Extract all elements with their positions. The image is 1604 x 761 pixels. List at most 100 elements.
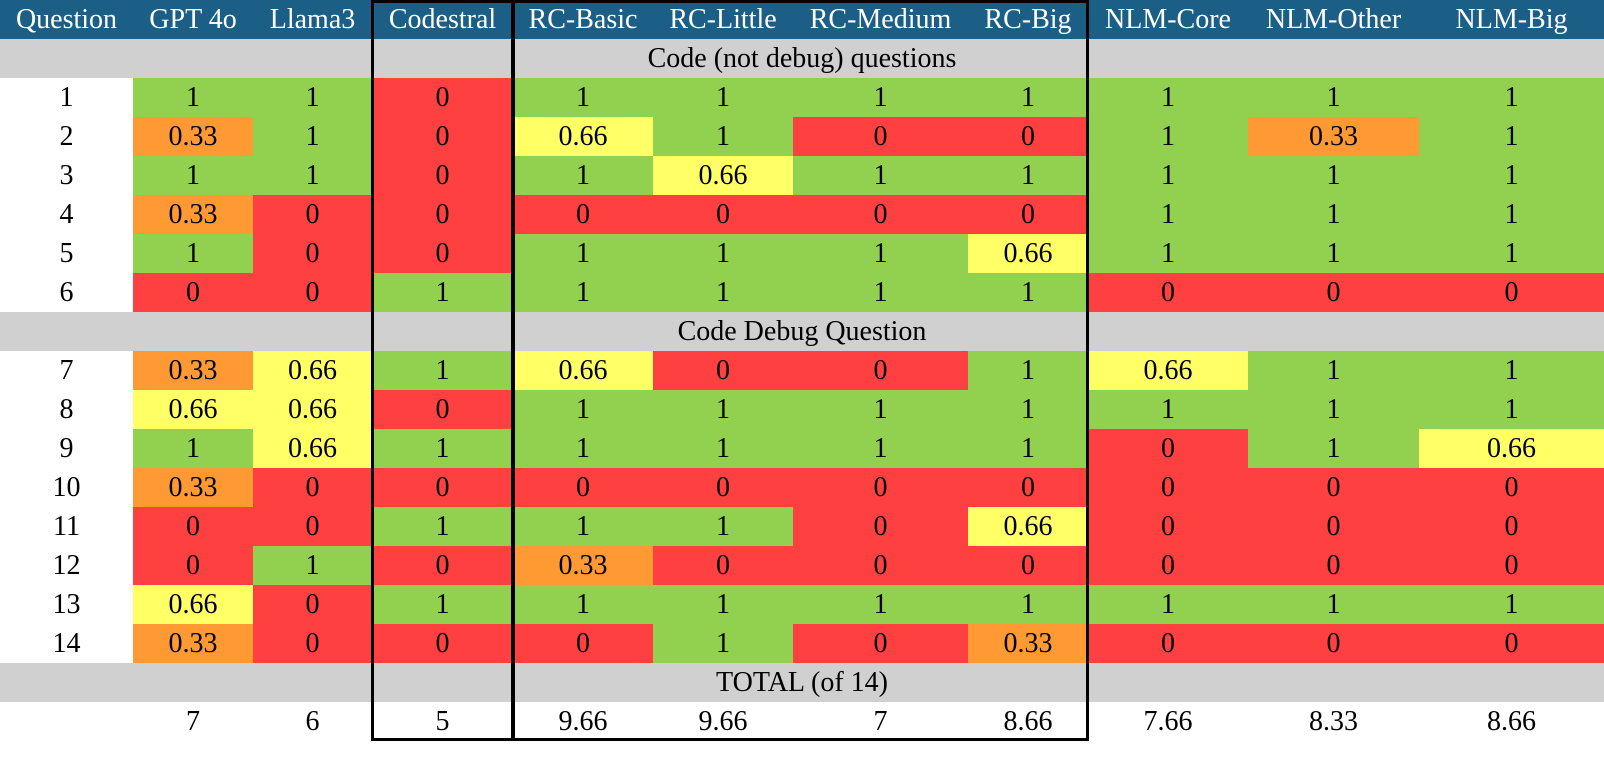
question-number: 10 xyxy=(0,468,133,507)
score-cell: 0 xyxy=(372,546,513,585)
score-cell: 1 xyxy=(253,117,372,156)
score-cell: 0 xyxy=(253,624,372,663)
total-label-cell xyxy=(0,702,133,741)
question-number: 11 xyxy=(0,507,133,546)
question-number: 2 xyxy=(0,117,133,156)
question-number: 12 xyxy=(0,546,133,585)
score-cell: 0.33 xyxy=(133,195,253,234)
score-cell: 1 xyxy=(793,585,968,624)
score-cell: 1 xyxy=(513,390,653,429)
score-cell: 0 xyxy=(513,624,653,663)
total-value: 5 xyxy=(372,702,513,741)
score-cell: 0 xyxy=(653,195,793,234)
column-header: NLM-Other xyxy=(1248,0,1419,39)
score-cell: 0 xyxy=(1248,468,1419,507)
score-cell: 0 xyxy=(1088,507,1248,546)
total-value: 6 xyxy=(253,702,372,741)
score-cell: 0 xyxy=(372,195,513,234)
score-cell: 1 xyxy=(968,429,1088,468)
column-header: Llama3 xyxy=(253,0,372,39)
score-cell: 1 xyxy=(968,273,1088,312)
score-cell: 1 xyxy=(513,156,653,195)
score-cell: 0 xyxy=(653,468,793,507)
question-number: 13 xyxy=(0,585,133,624)
score-cell: 1 xyxy=(513,585,653,624)
score-cell: 0 xyxy=(793,507,968,546)
score-cell: 0 xyxy=(1419,273,1604,312)
score-cell: 0 xyxy=(653,546,793,585)
score-cell: 0 xyxy=(793,546,968,585)
score-cell: 1 xyxy=(513,507,653,546)
section-title: Code (not debug) questions xyxy=(0,39,1604,78)
question-number: 4 xyxy=(0,195,133,234)
score-cell: 1 xyxy=(653,78,793,117)
total-value: 9.66 xyxy=(653,702,793,741)
score-cell: 1 xyxy=(133,156,253,195)
score-cell: 1 xyxy=(1248,351,1419,390)
score-cell: 1 xyxy=(372,273,513,312)
score-cell: 1 xyxy=(1248,78,1419,117)
score-cell: 0.33 xyxy=(133,468,253,507)
score-cell: 0.66 xyxy=(133,585,253,624)
score-cell: 0.66 xyxy=(653,156,793,195)
score-cell: 0 xyxy=(513,468,653,507)
score-cell: 1 xyxy=(372,585,513,624)
score-cell: 0 xyxy=(1248,546,1419,585)
score-cell: 1 xyxy=(968,351,1088,390)
score-cell: 1 xyxy=(1419,351,1604,390)
score-cell: 0.66 xyxy=(1088,351,1248,390)
score-cell: 1 xyxy=(793,273,968,312)
score-cell: 1 xyxy=(793,234,968,273)
score-cell: 0 xyxy=(793,117,968,156)
score-cell: 1 xyxy=(133,78,253,117)
section-title: Code Debug Question xyxy=(0,312,1604,351)
question-number: 9 xyxy=(0,429,133,468)
total-value: 8.33 xyxy=(1248,702,1419,741)
score-cell: 1 xyxy=(653,624,793,663)
score-cell: 0 xyxy=(793,468,968,507)
score-cell: 1 xyxy=(1088,117,1248,156)
score-cell: 1 xyxy=(1419,195,1604,234)
score-cell: 1 xyxy=(253,156,372,195)
score-cell: 0 xyxy=(133,507,253,546)
column-header: GPT 4o xyxy=(133,0,253,39)
score-cell: 1 xyxy=(1248,429,1419,468)
score-cell: 0.66 xyxy=(133,390,253,429)
score-cell: 0 xyxy=(968,195,1088,234)
score-cell: 1 xyxy=(1088,195,1248,234)
column-header: Question xyxy=(0,0,133,39)
score-cell: 0 xyxy=(372,624,513,663)
score-cell: 1 xyxy=(513,429,653,468)
score-cell: 1 xyxy=(1248,390,1419,429)
score-cell: 1 xyxy=(653,273,793,312)
score-cell: 0 xyxy=(1088,624,1248,663)
question-number: 6 xyxy=(0,273,133,312)
score-cell: 0.33 xyxy=(133,624,253,663)
question-number: 7 xyxy=(0,351,133,390)
score-cell: 0.33 xyxy=(133,117,253,156)
score-cell: 1 xyxy=(1419,156,1604,195)
score-cell: 1 xyxy=(793,78,968,117)
score-cell: 0 xyxy=(1419,624,1604,663)
score-cell: 1 xyxy=(653,390,793,429)
score-cell: 1 xyxy=(1088,78,1248,117)
question-number: 3 xyxy=(0,156,133,195)
question-number: 5 xyxy=(0,234,133,273)
score-cell: 0 xyxy=(253,234,372,273)
score-cell: 0.66 xyxy=(253,351,372,390)
score-cell: 1 xyxy=(1088,234,1248,273)
score-cell: 0 xyxy=(1088,468,1248,507)
score-cell: 0 xyxy=(968,468,1088,507)
score-cell: 1 xyxy=(653,234,793,273)
score-cell: 0.66 xyxy=(253,429,372,468)
total-value: 8.66 xyxy=(968,702,1088,741)
score-cell: 0 xyxy=(372,78,513,117)
score-cell: 1 xyxy=(133,429,253,468)
score-cell: 0 xyxy=(372,468,513,507)
score-cell: 1 xyxy=(653,585,793,624)
score-cell: 1 xyxy=(513,78,653,117)
column-header: RC-Medium xyxy=(793,0,968,39)
score-cell: 1 xyxy=(1248,234,1419,273)
score-cell: 0 xyxy=(793,351,968,390)
score-cell: 1 xyxy=(1419,585,1604,624)
